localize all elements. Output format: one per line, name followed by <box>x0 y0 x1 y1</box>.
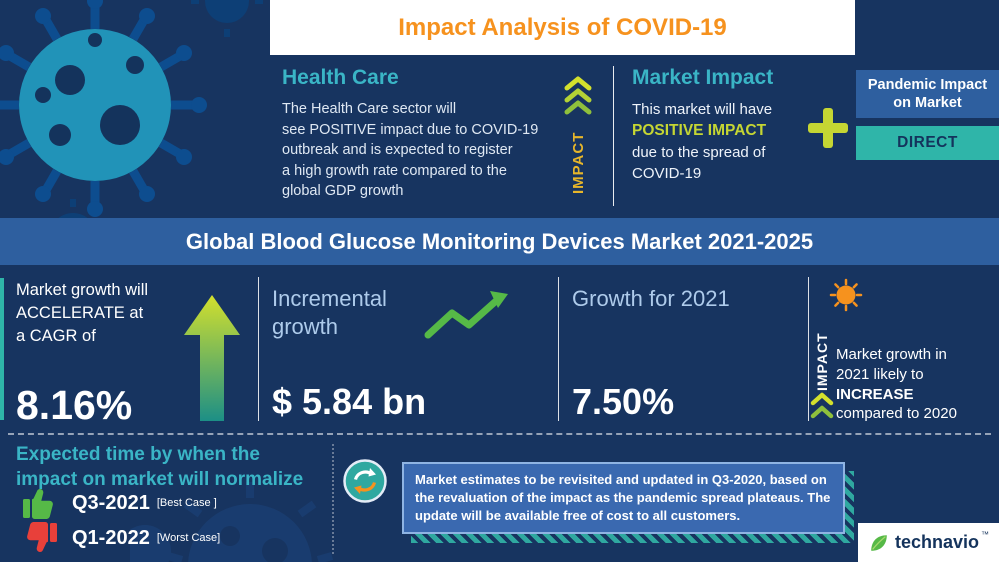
header-divider <box>613 66 614 206</box>
growth-2021-panel: Growth for 2021 7.50% <box>572 285 797 429</box>
market-impact-section: Market Impact This market will have POSI… <box>632 66 837 184</box>
market-impact-line: COVID-19 <box>632 164 702 182</box>
impact-vertical-label: IMPACT <box>569 131 587 195</box>
note-text: Market estimates to be revisited and upd… <box>402 462 845 534</box>
market-title: Global Blood Glucose Monitoring Devices … <box>185 228 814 254</box>
virus-sun-icon <box>829 278 863 312</box>
worst-case-value: Q1-2022 <box>72 526 150 549</box>
teal-accent-bar <box>0 278 4 420</box>
worst-case-row: Q1-2022 [Worst Case] <box>22 521 220 555</box>
page-title: Impact Analysis of COVID-19 <box>398 13 727 41</box>
stats-divider <box>258 277 259 421</box>
pandemic-impact-panel: Pandemic Impact on Market DIRECT <box>856 70 999 161</box>
health-care-line: outbreak and is expected to register <box>282 142 513 159</box>
health-care-line: see POSITIVE impact due to COVID-19 <box>282 121 539 138</box>
market-impact-title: Market Impact <box>632 66 774 89</box>
outlook-panel: IMPACT Market growth in 2021 likely to I… <box>810 271 999 431</box>
pandemic-impact-value: DIRECT <box>856 126 999 161</box>
market-impact-highlight: POSITIVE IMPACT <box>632 122 767 139</box>
brand-name: technavio <box>894 532 980 552</box>
line-chart-up-icon <box>424 291 508 339</box>
brand-logo: technavio ™ <box>858 523 999 562</box>
pandemic-impact-label: Pandemic Impact on Market <box>856 70 999 119</box>
bottom-divider <box>332 444 334 554</box>
health-care-line: a high growth rate compared to the <box>282 162 507 179</box>
normalize-title: Expected time by when the impact on mark… <box>16 444 304 490</box>
cagr-value: 8.16% <box>16 382 133 428</box>
triple-chevron-up-icon <box>564 76 592 115</box>
impact-indicator: IMPACT <box>560 74 596 203</box>
health-care-line: The Health Care sector will <box>282 101 457 117</box>
note-callout: Market estimates to be revisited and upd… <box>402 462 854 543</box>
best-case-label: [Best Case ] <box>156 497 217 509</box>
stats-row: Market growth will ACCELERATE at a CAGR … <box>0 265 999 433</box>
health-care-section: Health Care The Health Care sector will … <box>282 66 567 202</box>
growth-2021-value: 7.50% <box>572 381 675 422</box>
incremental-growth-panel: Incremental growth $ 5.84 bn <box>272 285 544 429</box>
outlook-highlight: INCREASE <box>836 385 914 403</box>
incremental-growth-label: Incremental growth <box>272 286 387 339</box>
trademark-symbol: ™ <box>981 530 990 539</box>
stats-divider <box>558 277 559 421</box>
growth-2021-label: Growth for 2021 <box>572 286 730 311</box>
thumbs-down-icon <box>27 522 57 552</box>
bottom-section: Expected time by when the impact on mark… <box>0 436 999 562</box>
plus-icon <box>808 108 848 148</box>
incremental-growth-value: $ 5.84 bn <box>272 381 427 422</box>
coronavirus-icon <box>0 0 263 255</box>
thumbs-up-icon <box>23 489 53 519</box>
best-case-row: Q3-2021 [Best Case ] <box>22 486 217 520</box>
market-impact-line: due to the spread of <box>632 143 766 161</box>
health-care-title: Health Care <box>282 66 399 89</box>
outlook-text: Market growth in 2021 likely to INCREASE… <box>836 345 996 424</box>
watermark-virus-icon <box>130 482 334 562</box>
refresh-arrows-icon <box>343 459 387 503</box>
market-band: Global Blood Glucose Monitoring Devices … <box>0 218 999 265</box>
leaf-icon <box>871 534 887 551</box>
dashed-separator <box>8 433 991 435</box>
health-care-line: global GDP growth <box>282 183 404 200</box>
cagr-panel: Market growth will ACCELERATE at a CAGR … <box>16 279 248 429</box>
worst-case-label: [Worst Case] <box>156 532 221 544</box>
market-impact-line: This market will have <box>632 101 773 118</box>
impact-vertical-label: IMPACT <box>814 332 830 391</box>
stats-divider <box>808 277 809 421</box>
best-case-value: Q3-2021 <box>72 491 150 514</box>
double-chevron-up-icon <box>810 392 834 419</box>
title-banner: Impact Analysis of COVID-19 <box>270 0 855 55</box>
growth-arrow-up-icon <box>184 295 240 421</box>
